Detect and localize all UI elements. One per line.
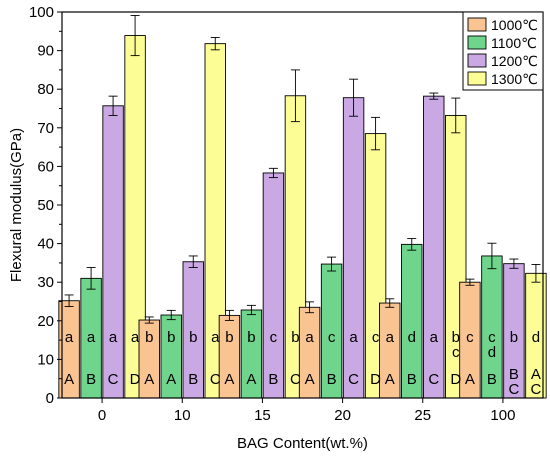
- lowercase-letter: a: [131, 329, 140, 346]
- lowercase-letter: b: [452, 329, 460, 346]
- error-bars-layer: [64, 15, 541, 324]
- y-axis: 0 10 20 30 40 50 60 70 80 90 100: [29, 4, 62, 407]
- uppercase-letter: A: [531, 366, 541, 383]
- uppercase-letter: C: [210, 371, 221, 388]
- y-tick-label: 70: [37, 120, 54, 137]
- lowercase-letter: a: [87, 329, 96, 346]
- lowercase-letter: d: [532, 329, 540, 346]
- legend-label: 1300℃: [491, 71, 538, 87]
- uppercase-letter: B: [407, 371, 417, 388]
- uppercase-letter: B: [188, 371, 198, 388]
- bars-layer: [58, 35, 547, 399]
- uppercase-letter: C: [530, 381, 541, 398]
- uppercase-letter: C: [428, 371, 439, 388]
- x-tick-label: 0: [98, 407, 106, 424]
- bar: [423, 95, 445, 399]
- lowercase-letter: b: [291, 329, 299, 346]
- legend-label: 1200℃: [491, 53, 538, 69]
- uppercase-letter: A: [305, 371, 315, 388]
- lowercase-letter: a: [305, 329, 314, 346]
- y-axis-label: Flexural modulus(GPa): [8, 128, 25, 282]
- lowercase-letter: b: [247, 329, 255, 346]
- uppercase-letter: A: [64, 371, 74, 388]
- uppercase-letter: D: [450, 371, 461, 388]
- y-tick-label: 0: [46, 390, 54, 407]
- uppercase-letter: A: [465, 371, 475, 388]
- y-tick-label: 30: [37, 274, 54, 291]
- uppercase-letter: A: [166, 371, 176, 388]
- uppercase-letter: A: [144, 371, 154, 388]
- lowercase-letter: b: [145, 329, 153, 346]
- lowercase-letter: c: [372, 329, 380, 346]
- legend-swatch: [467, 53, 487, 68]
- lowercase-letter: a: [386, 329, 395, 346]
- uppercase-letter: C: [290, 371, 301, 388]
- lowercase-letter: b: [189, 329, 197, 346]
- lowercase-letter: d: [488, 344, 496, 361]
- y-tick-label: 20: [37, 313, 54, 330]
- uppercase-letter: B: [487, 371, 497, 388]
- uppercase-letter: D: [370, 371, 381, 388]
- bar: [262, 172, 285, 399]
- lowercase-letter: a: [65, 329, 74, 346]
- y-tick-label: 60: [37, 158, 54, 175]
- lowercase-letter: d: [408, 329, 416, 346]
- bar: [342, 97, 365, 399]
- lowercase-letter: c: [452, 344, 460, 361]
- x-tick-label: 10: [174, 407, 191, 424]
- lowercase-letter: b: [167, 329, 175, 346]
- uppercase-letter: C: [348, 371, 359, 388]
- uppercase-letter: B: [509, 366, 519, 383]
- uppercase-letter: B: [327, 371, 337, 388]
- legend-swatch: [467, 35, 487, 50]
- lowercase-letter: c: [270, 329, 278, 346]
- x-tick-label: 100: [490, 407, 515, 424]
- lowercase-letter: b: [225, 329, 233, 346]
- lowercase-letter: a: [109, 329, 118, 346]
- legend: 1000℃ 1100℃ 1200℃ 1300℃: [462, 11, 544, 91]
- lowercase-letter: a: [430, 329, 439, 346]
- y-tick-label: 90: [37, 43, 54, 60]
- y-tick-label: 80: [37, 81, 54, 98]
- uppercase-letter: C: [508, 381, 519, 398]
- lowercase-letter: a: [349, 329, 358, 346]
- x-tick-label: 25: [414, 407, 431, 424]
- lowercase-letter: c: [328, 329, 336, 346]
- y-tick-label: 40: [37, 236, 54, 253]
- uppercase-letter: B: [268, 371, 278, 388]
- lowercase-letter: c: [488, 329, 496, 346]
- y-tick-label: 100: [29, 4, 54, 21]
- uppercase-letter: B: [86, 371, 96, 388]
- legend-swatch: [467, 71, 487, 86]
- uppercase-letter: A: [246, 371, 256, 388]
- uppercase-letter: A: [224, 371, 234, 388]
- legend-swatch: [467, 17, 487, 32]
- lowercase-letter: b: [510, 329, 518, 346]
- lowercase-letter: a: [211, 329, 220, 346]
- x-axis-label: BAG Content(wt.%): [237, 435, 368, 452]
- uppercase-letter: A: [385, 371, 395, 388]
- legend-label: 1100℃: [491, 35, 537, 51]
- uppercase-letter: D: [130, 371, 141, 388]
- legend-label: 1000℃: [491, 17, 538, 33]
- uppercase-letter: C: [108, 371, 119, 388]
- lowercase-letter: c: [466, 329, 474, 346]
- y-tick-label: 50: [37, 197, 54, 214]
- x-tick-label: 15: [254, 407, 271, 424]
- letters-layer: aAaBaCaDbAbAbBaCbAbAcBbCaAcBaCcDaAdBaCbc…: [64, 329, 541, 398]
- x-tick-label: 20: [334, 407, 351, 424]
- x-axis: 0 10 15 20 25 100: [98, 398, 515, 424]
- bar: [102, 105, 124, 399]
- y-tick-label: 10: [37, 351, 54, 368]
